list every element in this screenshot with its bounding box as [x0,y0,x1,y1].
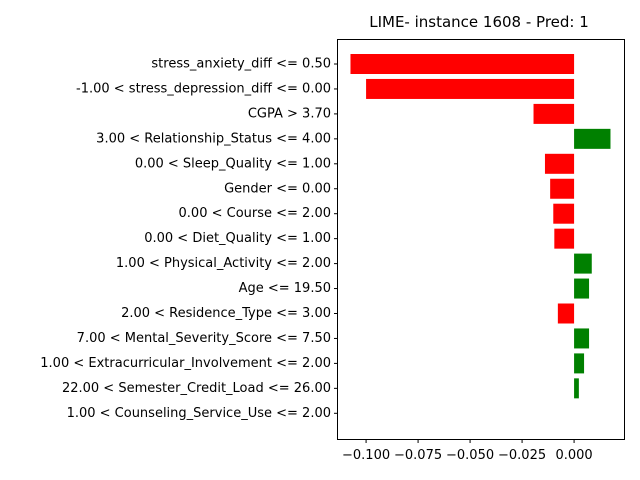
x-tick-label: −0.050 [446,448,494,463]
y-tick-label: 0.00 < Diet_Quality <= 1.00 [144,231,331,246]
y-tick-label: stress_anxiety_diff <= 0.50 [151,57,331,72]
y-tick-label: 1.00 < Extracurricular_Involvement <= 2.… [40,356,331,371]
x-tick-label: −0.025 [498,448,546,463]
chart-title: LIME- instance 1608 - Pred: 1 [369,13,589,31]
bars-group [350,54,611,399]
y-tick-label: 2.00 < Residence_Type <= 3.00 [121,306,331,321]
bar [574,253,592,274]
axes-frame [337,39,625,440]
bar [574,128,611,149]
x-tick-label: 0.000 [555,448,592,463]
bar [350,54,575,74]
x-tick-label: −0.075 [394,448,442,463]
y-tick-label: Age <= 19.50 [239,281,331,296]
y-tick-label: 0.00 < Sleep_Quality <= 1.00 [135,156,331,171]
bar [557,303,575,324]
bar [550,178,575,199]
y-tick-label: 22.00 < Semester_Credit_Load <= 26.00 [62,381,331,396]
bar [544,153,575,174]
y-tick-label: 1.00 < Counseling_Service_Use <= 2.00 [67,406,331,421]
y-tick-label: Gender <= 0.00 [224,181,331,196]
x-tick-label: −0.100 [342,448,390,463]
bar [574,353,585,374]
bar [554,228,575,249]
y-tick-label: 1.00 < Physical_Activity <= 2.00 [116,256,331,271]
y-tick-labels: stress_anxiety_diff <= 0.50 -1.00 < stres… [40,57,338,421]
bar [574,328,590,349]
bar [574,378,579,399]
x-ticks-group: −0.100 −0.075 −0.050 −0.025 0.000 [342,439,593,463]
bar [533,103,575,124]
bar [366,78,575,99]
y-tick-label: 0.00 < Course <= 2.00 [179,206,331,221]
y-tick-label: CGPA > 3.70 [248,106,331,121]
y-tick-label: -1.00 < stress_depression_diff <= 0.00 [76,81,331,96]
y-tick-label: 7.00 < Mental_Severity_Score <= 7.50 [77,331,331,346]
y-tick-label: 3.00 < Relationship_Status <= 4.00 [96,131,331,146]
bar [553,203,575,224]
bar [574,278,590,299]
